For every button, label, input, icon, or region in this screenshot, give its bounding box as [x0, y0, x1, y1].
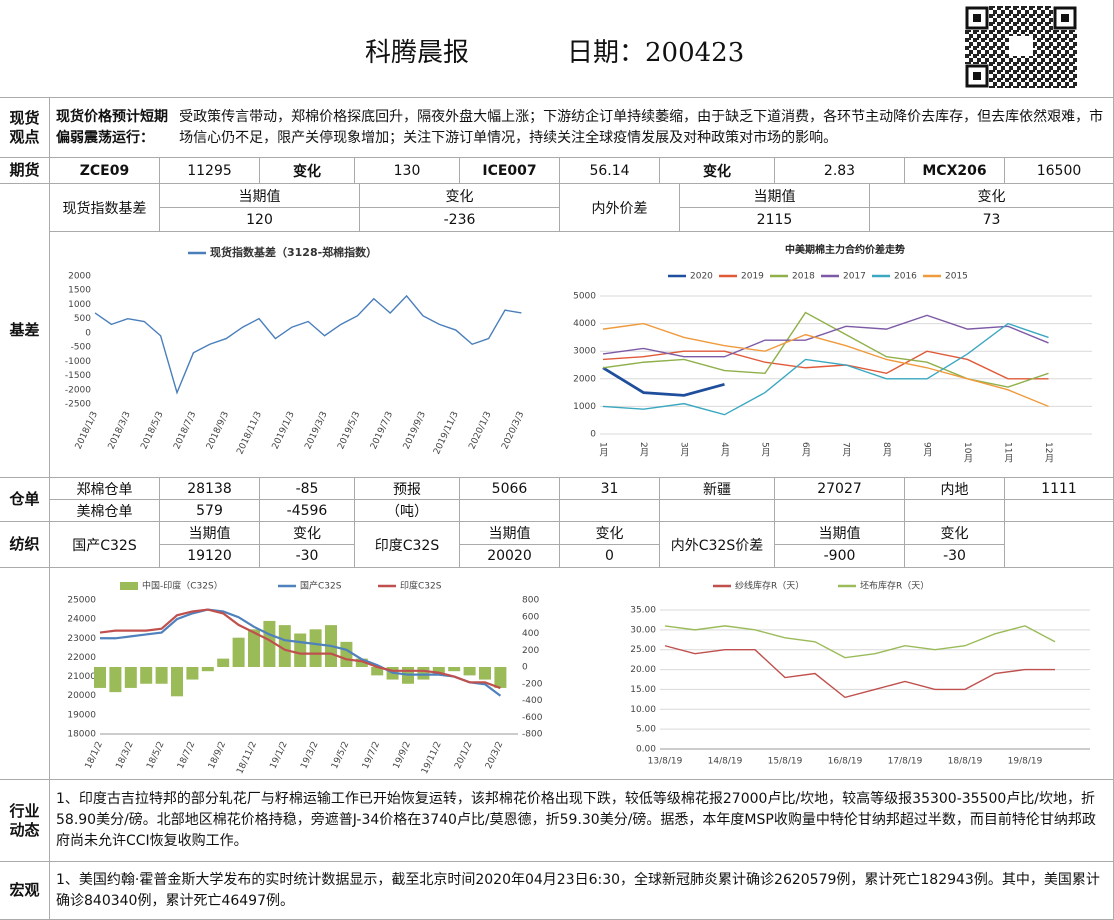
table-cell: 2115 [680, 208, 870, 232]
table-cell: 0 [560, 545, 660, 568]
row-label: 基差 [0, 184, 50, 478]
table-cell [905, 500, 1005, 522]
table-cell: 当期值 [775, 522, 905, 545]
table-cell: 印度C32S [355, 522, 460, 568]
table-cell: -85 [260, 478, 355, 500]
table-cell: -30 [260, 545, 355, 568]
qr-code [965, 6, 1077, 88]
table-cell: 内外价差 [560, 184, 680, 232]
report-title: 科腾晨报 [365, 38, 470, 68]
table-cell [1005, 522, 1114, 568]
table-cell: -4596 [260, 500, 355, 522]
chart-area [50, 232, 1114, 478]
table-cell: 28138 [160, 478, 260, 500]
table-cell: -236 [360, 208, 560, 232]
row-label: 纺织 [0, 522, 50, 568]
table-cell: 现货指数基差 [50, 184, 160, 232]
table-cell: 120 [160, 208, 360, 232]
table-cell: （吨） [355, 500, 460, 522]
row-label: 仓单 [0, 478, 50, 522]
table-cell: 当期值 [160, 522, 260, 545]
table-cell: 2.83 [775, 158, 905, 184]
table-cell: 变化 [905, 522, 1005, 545]
table-cell: 16500 [1005, 158, 1114, 184]
table-cell: 变化 [260, 522, 355, 545]
table-cell: 1111 [1005, 478, 1114, 500]
macro-text: 1、美国约翰·霍普金斯大学发布的实时统计数据显示，截至北京时间2020年04月2… [50, 862, 1114, 920]
table-cell: ZCE09 [50, 158, 160, 184]
table-cell [660, 500, 775, 522]
table-cell: 27027 [775, 478, 905, 500]
table-cell: 19120 [160, 545, 260, 568]
table-cell: 20020 [460, 545, 560, 568]
table-cell: 预报 [355, 478, 460, 500]
headline: 现货价格预计短期偏弱震荡运行： [56, 108, 168, 146]
table-cell: 变化 [660, 158, 775, 184]
header-cell [0, 0, 1114, 98]
table-cell: ICE007 [460, 158, 560, 184]
report-date: 日期：200423 [567, 38, 745, 68]
table-cell: 73 [870, 208, 1114, 232]
chart-area [50, 568, 1114, 780]
table-cell [460, 500, 560, 522]
table-cell: 郑棉仓单 [50, 478, 160, 500]
row-label: 行业动态 [0, 780, 50, 862]
table-cell: 变化 [260, 158, 355, 184]
table-cell: -30 [905, 545, 1005, 568]
table-cell: 579 [160, 500, 260, 522]
table-cell [775, 500, 905, 522]
table-cell: 新疆 [660, 478, 775, 500]
table-cell: -900 [775, 545, 905, 568]
table-cell: 31 [560, 478, 660, 500]
table-cell: 变化 [360, 184, 560, 208]
row-label: 宏观 [0, 862, 50, 920]
table-cell: 130 [355, 158, 460, 184]
industry-text: 1、印度古吉拉特邦的部分轧花厂与籽棉运输工作已开始恢复运转，该邦棉花价格出现下跌… [50, 780, 1114, 862]
table-cell: 国产C32S [50, 522, 160, 568]
table-cell: MCX206 [905, 158, 1005, 184]
row-label: 现货观点 [0, 98, 50, 158]
table-cell: 当期值 [460, 522, 560, 545]
table-cell [560, 500, 660, 522]
table-cell [1005, 500, 1114, 522]
row-label [0, 568, 50, 780]
table-cell: 美棉仓单 [50, 500, 160, 522]
table-cell: 内地 [905, 478, 1005, 500]
table-cell: 5066 [460, 478, 560, 500]
body-text: 受政策传言带动，郑棉价格探底回升，隔夜外盘大幅上涨；下游纺企订单持续萎缩，由于缺… [179, 108, 1104, 146]
table-cell: 当期值 [680, 184, 870, 208]
table-cell: 11295 [160, 158, 260, 184]
table-cell: 变化 [560, 522, 660, 545]
table-cell: 当期值 [160, 184, 360, 208]
row-label: 期货 [0, 158, 50, 184]
spot-view-text: 现货价格预计短期偏弱震荡运行： 受政策传言带动，郑棉价格探底回升，隔夜外盘大幅上涨… [50, 98, 1114, 158]
table-cell: 56.14 [560, 158, 660, 184]
table-cell: 内外C32S价差 [660, 522, 775, 568]
table-cell: 变化 [870, 184, 1114, 208]
